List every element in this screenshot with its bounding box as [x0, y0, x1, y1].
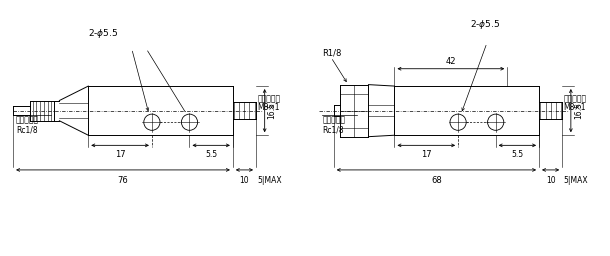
Text: 10: 10: [240, 176, 249, 185]
Text: オイル入口: オイル入口: [257, 94, 281, 104]
Text: M8×1: M8×1: [564, 103, 586, 112]
Text: 76: 76: [118, 176, 128, 185]
Text: 2-$\phi$5.5: 2-$\phi$5.5: [87, 27, 118, 40]
Text: Rc1/8: Rc1/8: [16, 125, 38, 134]
Text: 68: 68: [431, 176, 442, 185]
Text: Rc1/8: Rc1/8: [322, 125, 344, 134]
Text: エアー入口: エアー入口: [322, 115, 345, 124]
Text: 42: 42: [446, 57, 456, 66]
Text: オイル入口: オイル入口: [564, 94, 587, 104]
Text: 2-$\phi$5.5: 2-$\phi$5.5: [470, 18, 500, 31]
Text: エアー入口: エアー入口: [16, 115, 39, 124]
Text: 17: 17: [421, 150, 432, 159]
Text: R1/8: R1/8: [322, 48, 342, 57]
Text: 10: 10: [546, 176, 556, 185]
Text: 17: 17: [115, 150, 126, 159]
Text: 5|MAX: 5|MAX: [257, 176, 282, 185]
Text: 5.5: 5.5: [205, 150, 217, 159]
Text: 5|MAX: 5|MAX: [564, 176, 588, 185]
Text: 5.5: 5.5: [511, 150, 523, 159]
Text: M8×1: M8×1: [257, 103, 280, 112]
Text: 16.5: 16.5: [268, 102, 276, 119]
Text: 16.5: 16.5: [574, 102, 583, 119]
